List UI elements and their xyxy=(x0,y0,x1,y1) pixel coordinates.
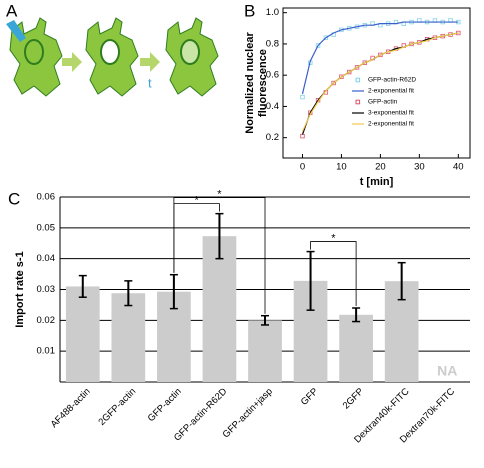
nucleus xyxy=(180,39,200,65)
panel-label: B xyxy=(244,1,255,20)
x-tick-label: AF488-actin xyxy=(49,386,93,430)
missing-label: NA xyxy=(437,363,457,379)
data-point xyxy=(331,80,336,86)
significance-label: * xyxy=(217,189,222,201)
y-axis-label: Normalized nuclear xyxy=(244,32,256,134)
y-tick-label: 0.2 xyxy=(266,132,279,143)
y-tick-label: 0.4 xyxy=(266,101,279,112)
legend-marker xyxy=(355,77,361,83)
legend-label: 2-exponential fit xyxy=(368,88,414,95)
y-tick-label: 0.03 xyxy=(37,284,56,295)
x-axis-label: t [min] xyxy=(360,176,394,188)
legend-label: GFP-actin-R62D xyxy=(368,77,416,84)
x-tick-label: 40 xyxy=(453,162,464,173)
x-tick-label: 2GFP-actin xyxy=(96,386,138,428)
bleach-beam xyxy=(6,20,26,42)
significance-label: * xyxy=(195,195,200,207)
data-point xyxy=(300,133,305,139)
data-point xyxy=(354,65,360,70)
significance-bracket xyxy=(310,241,357,306)
y-tick-label: 0.06 xyxy=(37,192,56,203)
y-tick-label: 0.04 xyxy=(37,253,56,264)
time-label: t xyxy=(148,75,152,90)
y-tick-label: 0.6 xyxy=(266,70,279,81)
panel-label: C xyxy=(8,189,20,208)
legend-label: GFP-actin xyxy=(368,99,398,106)
legend-label: 2-exponential fit xyxy=(368,121,414,128)
data-point xyxy=(347,69,352,75)
y-tick-label: 0.05 xyxy=(37,222,56,233)
plot-frame xyxy=(282,7,471,159)
bar xyxy=(202,236,237,382)
data-point xyxy=(323,35,329,40)
significance-bracket xyxy=(173,197,266,314)
significance-label: * xyxy=(331,232,336,244)
y-axis-label: Import rate s-1 xyxy=(14,251,26,327)
x-tick-label: 20 xyxy=(375,162,386,173)
y-tick-label: 0.01 xyxy=(37,346,56,357)
data-point xyxy=(378,52,383,58)
bar xyxy=(111,293,146,382)
legend-marker xyxy=(355,99,361,105)
x-tick-label: GFP-actin xyxy=(146,386,184,424)
fit-line xyxy=(301,21,459,95)
data-point xyxy=(300,94,305,100)
bar xyxy=(339,314,373,382)
y-tick-label: 0.02 xyxy=(37,315,56,326)
x-tick-label: 2GFP xyxy=(341,386,366,411)
x-tick-label: 30 xyxy=(414,162,425,173)
y-tick-label: 0.8 xyxy=(266,38,279,49)
bar xyxy=(65,286,100,382)
data-point xyxy=(315,43,321,48)
bar xyxy=(248,320,282,382)
data-point xyxy=(362,60,368,65)
legend-label: 3-exponential fit xyxy=(368,110,414,117)
data-point xyxy=(339,74,344,79)
x-tick-label: 0 xyxy=(300,162,305,173)
fit-line xyxy=(301,32,459,135)
x-tick-label: 10 xyxy=(336,162,347,173)
nucleus xyxy=(24,39,44,65)
panel-label: A xyxy=(6,1,18,20)
y-tick-label: 1.0 xyxy=(266,7,279,18)
arrow xyxy=(140,52,160,72)
fit-line xyxy=(301,32,459,132)
nucleus xyxy=(100,39,120,65)
cell-diagram xyxy=(6,17,219,97)
x-tick-label: GFP xyxy=(299,386,321,408)
arrow xyxy=(62,52,82,72)
y-axis-label: fluorescence xyxy=(257,49,269,117)
